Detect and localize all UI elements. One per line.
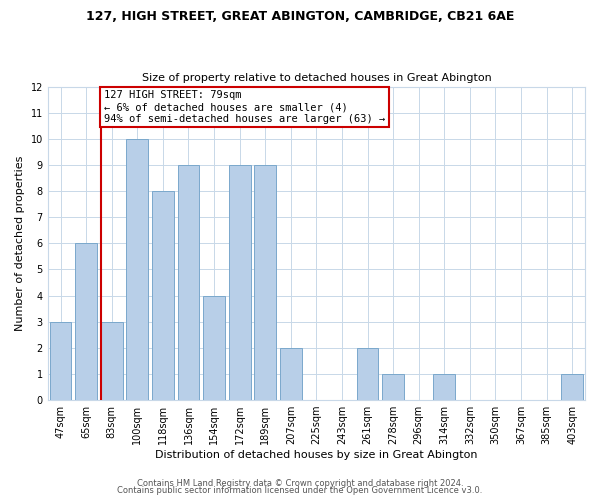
Title: Size of property relative to detached houses in Great Abington: Size of property relative to detached ho… [142, 73, 491, 83]
Bar [562, 374, 583, 400]
X-axis label: Distribution of detached houses by size in Great Abington: Distribution of detached houses by size … [155, 450, 478, 460]
Bar [254, 165, 276, 400]
Bar [280, 348, 302, 400]
Bar [152, 191, 174, 400]
Text: 127 HIGH STREET: 79sqm
← 6% of detached houses are smaller (4)
94% of semi-detac: 127 HIGH STREET: 79sqm ← 6% of detached … [104, 90, 385, 124]
Bar [203, 296, 225, 400]
Bar [75, 244, 97, 400]
Text: Contains public sector information licensed under the Open Government Licence v3: Contains public sector information licen… [118, 486, 482, 495]
Text: 127, HIGH STREET, GREAT ABINGTON, CAMBRIDGE, CB21 6AE: 127, HIGH STREET, GREAT ABINGTON, CAMBRI… [86, 10, 514, 23]
Bar [101, 322, 122, 400]
Bar [433, 374, 455, 400]
Bar [356, 348, 379, 400]
Bar [178, 165, 199, 400]
Bar [382, 374, 404, 400]
Bar [50, 322, 71, 400]
Bar [127, 139, 148, 400]
Y-axis label: Number of detached properties: Number of detached properties [15, 156, 25, 331]
Bar [229, 165, 251, 400]
Text: Contains HM Land Registry data © Crown copyright and database right 2024.: Contains HM Land Registry data © Crown c… [137, 478, 463, 488]
